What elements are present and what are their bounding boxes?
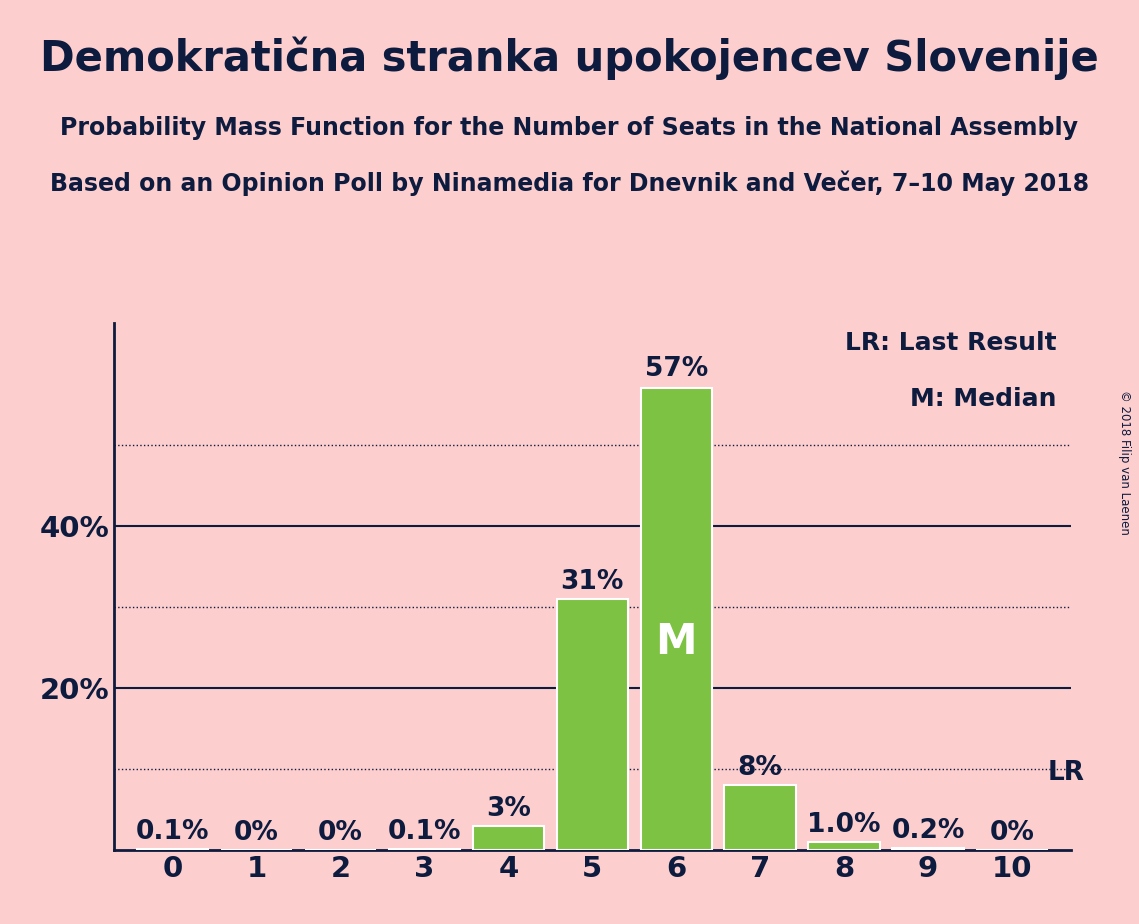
Text: © 2018 Filip van Laenen: © 2018 Filip van Laenen: [1118, 390, 1131, 534]
Text: LR: Last Result: LR: Last Result: [845, 332, 1056, 356]
Text: 31%: 31%: [560, 569, 624, 595]
Bar: [724, 785, 796, 850]
Text: 0.1%: 0.1%: [136, 820, 210, 845]
Text: LR: LR: [1048, 760, 1085, 786]
Text: Demokratična stranka upokojencev Slovenije: Demokratična stranka upokojencev Sloveni…: [40, 37, 1099, 80]
Text: 0%: 0%: [318, 820, 363, 846]
Text: 3%: 3%: [486, 796, 531, 821]
Text: 8%: 8%: [738, 755, 782, 781]
Bar: [640, 388, 712, 850]
Bar: [892, 848, 964, 850]
Bar: [557, 599, 628, 850]
Text: M: M: [655, 621, 697, 663]
Text: Based on an Opinion Poll by Ninamedia for Dnevnik and Večer, 7–10 May 2018: Based on an Opinion Poll by Ninamedia fo…: [50, 171, 1089, 197]
Text: 0.2%: 0.2%: [892, 819, 965, 845]
Text: 0.1%: 0.1%: [387, 820, 461, 845]
Bar: [809, 842, 879, 850]
Text: 0%: 0%: [235, 820, 279, 846]
Text: Probability Mass Function for the Number of Seats in the National Assembly: Probability Mass Function for the Number…: [60, 116, 1079, 140]
Text: 1.0%: 1.0%: [808, 812, 880, 838]
Bar: [473, 826, 544, 850]
Text: 0%: 0%: [990, 820, 1034, 846]
Text: 57%: 57%: [645, 356, 707, 382]
Text: M: Median: M: Median: [910, 386, 1056, 410]
